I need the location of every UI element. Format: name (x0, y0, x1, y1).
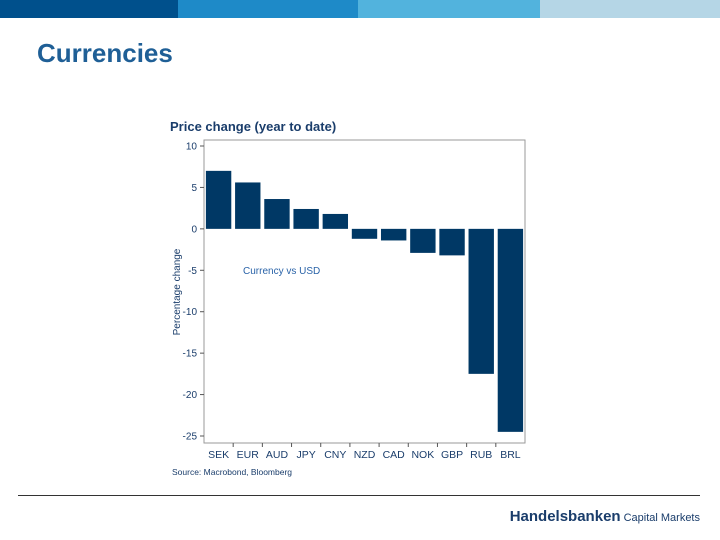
y-tick-label: 10 (186, 142, 198, 153)
chart-source: Source: Macrobond, Bloomberg (172, 467, 292, 477)
y-tick-label: 5 (191, 183, 197, 194)
x-tick-label: GBP (441, 449, 463, 461)
chart-title: Price change (year to date) (170, 119, 336, 134)
x-tick-label: NOK (411, 449, 434, 461)
page-title: Currencies (37, 38, 173, 68)
band-segment-1 (0, 0, 178, 18)
bar-nzd (351, 228, 378, 239)
band-segment-3 (358, 0, 540, 18)
band-segment-4 (540, 0, 720, 18)
bar-cad (380, 228, 407, 241)
x-tick-label: CAD (383, 449, 406, 461)
y-tick-label: 0 (191, 224, 197, 235)
y-tick-label: -20 (183, 390, 198, 401)
x-tick-label: BRL (500, 449, 521, 461)
y-tick-label: -10 (183, 307, 198, 318)
x-tick-label: JPY (297, 449, 316, 461)
x-tick-label: SEK (208, 449, 229, 461)
plot-frame (203, 139, 526, 444)
y-tick-label: -5 (188, 266, 197, 277)
bar-cny (322, 213, 349, 229)
x-tick-label: EUR (237, 449, 260, 461)
brand-suffix: Capital Markets (623, 512, 700, 524)
bars (205, 170, 524, 432)
x-axis: SEK EUR AUD JPY CNY NZD CAD NOK GBP RUB BRL (208, 443, 521, 461)
bar-brl (497, 228, 524, 432)
bar-nok (410, 228, 436, 253)
bar-eur (235, 182, 261, 229)
header-color-band (0, 0, 720, 18)
brand-name: Handelsbanken (509, 508, 621, 525)
x-tick-label: CNY (324, 449, 346, 461)
footer-divider (18, 495, 700, 496)
bar-rub (468, 228, 494, 374)
bar-aud (264, 199, 290, 229)
bar-sek (205, 170, 232, 229)
x-tick-label: RUB (470, 449, 492, 461)
chart-annotation: Currency vs USD (243, 266, 320, 277)
y-axis-label: Percentage change (172, 248, 183, 335)
bar-jpy (293, 208, 319, 229)
bar-gbp (439, 228, 465, 256)
x-tick-label: NZD (354, 449, 376, 461)
y-axis: 10 5 0 -5 -10 -15 -20 -25 (183, 142, 204, 443)
brand-logo: Handelsbanken Capital Markets (510, 508, 700, 526)
band-segment-2 (178, 0, 358, 18)
y-tick-label: -15 (183, 349, 198, 360)
x-tick-label: AUD (266, 449, 289, 461)
y-tick-label: -25 (183, 432, 198, 443)
